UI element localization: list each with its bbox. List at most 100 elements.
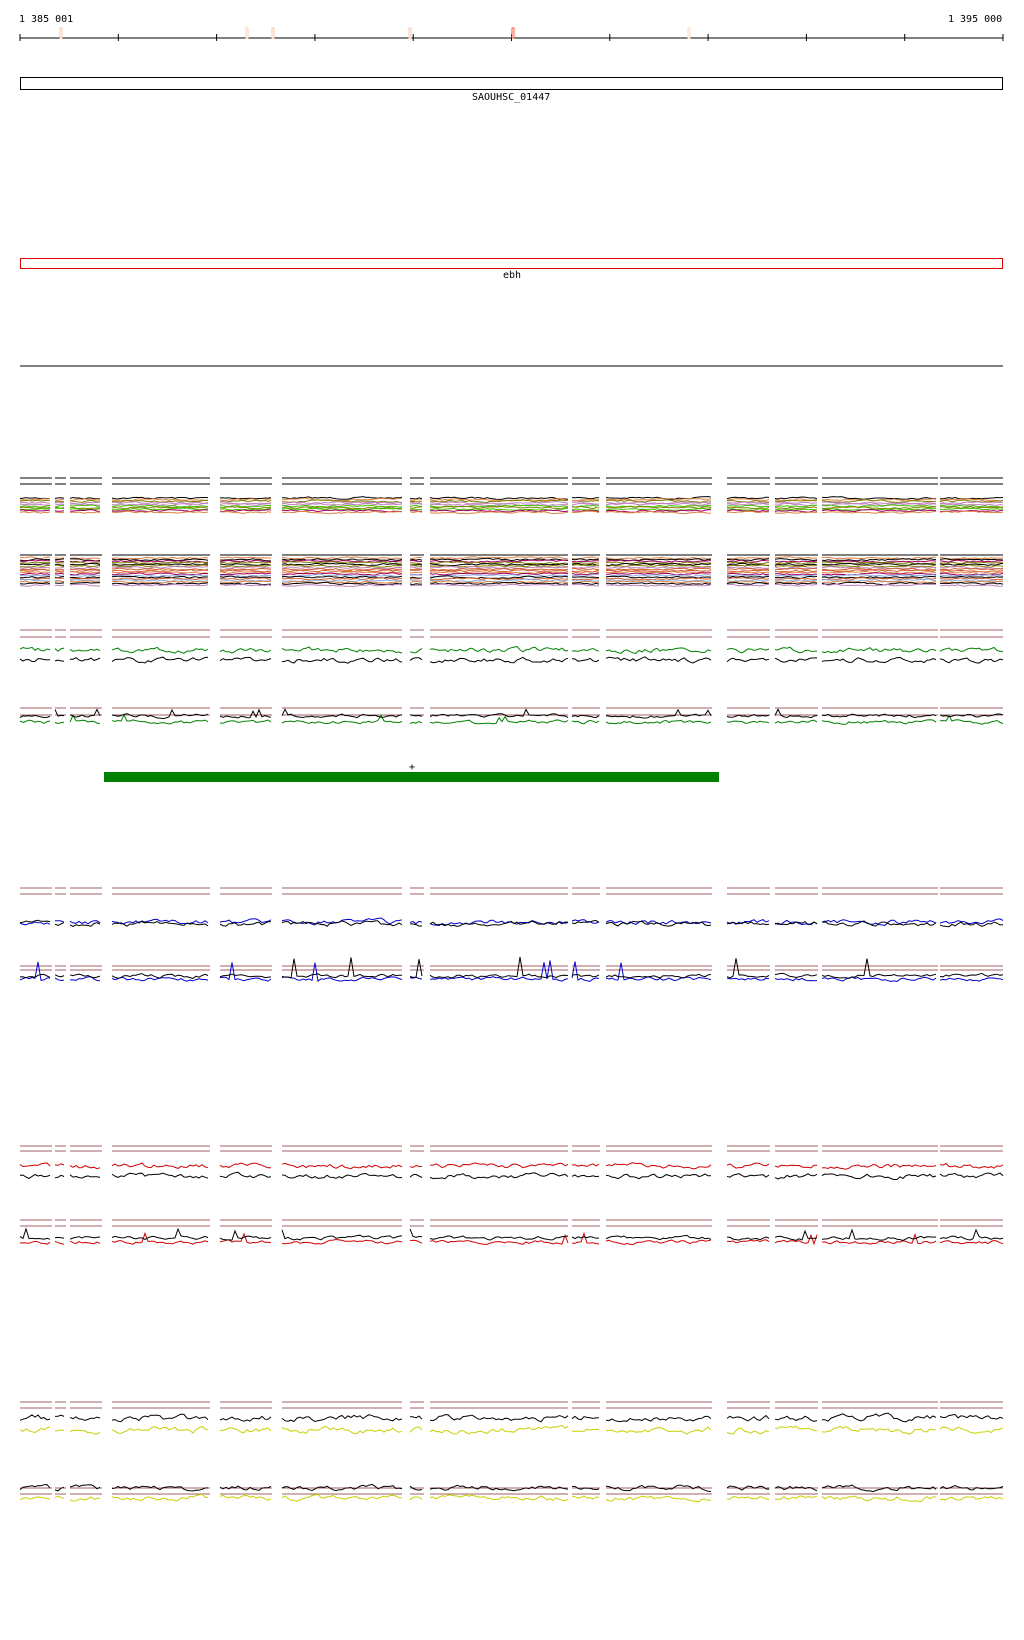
track-blue-2-line [409, 959, 423, 979]
track-red-2-line [571, 1236, 600, 1240]
track-multicolor-2-line [220, 564, 272, 568]
track-red-1-line [69, 1164, 101, 1170]
track-multicolor-2-line [429, 565, 569, 570]
track-multicolor-2-line [774, 571, 818, 574]
track-blue-1-line [605, 920, 712, 927]
track-green-2-line [429, 715, 569, 725]
track-green-1-line [219, 656, 272, 662]
track-yellow-2-line [774, 1495, 818, 1501]
track-multicolor-2-line [939, 569, 1004, 573]
track-multicolor-2-line [281, 566, 403, 569]
track-yellow-1-line [19, 1426, 51, 1434]
gene-label-saouhsc-01447[interactable]: SAOUHSC_01447 [472, 92, 551, 103]
track-multicolor-2-line [429, 559, 569, 563]
track-multicolor-2-line [822, 564, 937, 568]
track-red-2-line [726, 1239, 770, 1244]
track-yellow-2-line [939, 1484, 1004, 1491]
track-multicolor-1-line [281, 499, 403, 503]
track-multicolor-2-line [571, 582, 600, 585]
track-green-1-line [939, 646, 1003, 652]
track-multicolor-1-line [726, 501, 770, 504]
track-multicolor-1-line [774, 499, 818, 503]
track-blue-2-line [69, 973, 101, 979]
track-multicolor-2-line [409, 577, 423, 580]
ruler-marker [59, 27, 63, 39]
track-yellow-1-line [605, 1426, 712, 1435]
track-multicolor-2-line [19, 578, 51, 582]
track-multicolor-2-line [605, 580, 712, 584]
track-multicolor-2-line [821, 565, 937, 570]
track-multicolor-2-line [219, 574, 272, 577]
track-multicolor-1-line [111, 509, 209, 513]
track-multicolor-1-line [409, 510, 423, 514]
track-multicolor-1-line [939, 496, 1004, 500]
track-multicolor-2-line [281, 583, 403, 587]
track-yellow-1-line [219, 1415, 272, 1422]
track-multicolor-2-line [821, 580, 937, 584]
track-blue-2-line [70, 976, 101, 982]
track-multicolor-1-line [939, 504, 1004, 508]
track-green-2-line [939, 714, 1004, 725]
track-yellow-1-line [821, 1425, 937, 1435]
track-blue-1-line [219, 918, 272, 924]
track-multicolor-2-line [726, 572, 770, 576]
track-green-1-line [409, 647, 423, 654]
track-blue-2-line [821, 958, 937, 979]
track-blue-1-line [726, 921, 770, 926]
track-yellow-1-line [429, 1424, 569, 1435]
track-red-1-line [821, 1163, 937, 1170]
track-green-2-line [821, 713, 937, 719]
track-multicolor-2-line [111, 567, 209, 571]
track-multicolor-1-line [281, 510, 403, 515]
track-multicolor-2-line [111, 563, 209, 566]
track-green-2-line [54, 721, 65, 725]
track-green-2-line [821, 719, 937, 725]
track-multicolor-1-line [774, 511, 818, 514]
track-multicolor-2-line [281, 569, 403, 573]
track-green-2-line [219, 719, 272, 724]
track-multicolor-2-line [54, 566, 65, 569]
track-multicolor-2-line [429, 577, 569, 581]
track-blue-1-line [939, 921, 1004, 928]
track-yellow-2-line [69, 1496, 101, 1502]
track-multicolor-2-line [409, 571, 423, 574]
track-red-1-line [111, 1162, 209, 1169]
track-multicolor-2-line [219, 577, 272, 581]
track-green-1-line [726, 647, 770, 654]
track-blue-2-line [281, 962, 403, 983]
track-red-1-line [572, 1163, 600, 1168]
track-multicolor-2-line [429, 583, 569, 587]
track-multicolor-1-line [69, 506, 101, 510]
track-multicolor-2-line [726, 579, 770, 582]
track-multicolor-2-line [605, 564, 712, 568]
track-yellow-2-line [605, 1495, 712, 1503]
track-multicolor-2-line [54, 563, 65, 566]
track-yellow-1-line [54, 1414, 65, 1417]
track-yellow-1-line [19, 1414, 51, 1421]
track-green-1-line [429, 646, 569, 653]
track-multicolor-2-line [69, 579, 101, 582]
track-yellow-2-line [605, 1484, 712, 1492]
track-yellow-2-line [111, 1493, 209, 1502]
track-multicolor-2-line [19, 568, 51, 572]
track-yellow-1-line [429, 1414, 569, 1423]
track-multicolor-2-line [19, 556, 51, 560]
track-red-1-line [821, 1173, 937, 1180]
track-multicolor-1-line [281, 504, 403, 508]
track-multicolor-2-line [219, 571, 272, 574]
track-multicolor-2-line [571, 583, 600, 587]
track-yellow-1-line [774, 1415, 818, 1422]
gene-label-ebh[interactable]: ebh [503, 270, 522, 281]
track-green-1-line [939, 657, 1004, 664]
track-blue-2-line [281, 957, 403, 979]
track-multicolor-1-line [111, 510, 209, 514]
track-red-1-line [409, 1164, 423, 1168]
track-multicolor-2-line [571, 556, 600, 560]
track-multicolor-2-line [821, 569, 937, 573]
track-red-1-line [281, 1162, 403, 1170]
track-multicolor-2-line [571, 560, 599, 563]
ruler-marker [245, 27, 249, 39]
track-yellow-2-line [821, 1484, 937, 1493]
track-blue-2-line [571, 973, 600, 978]
